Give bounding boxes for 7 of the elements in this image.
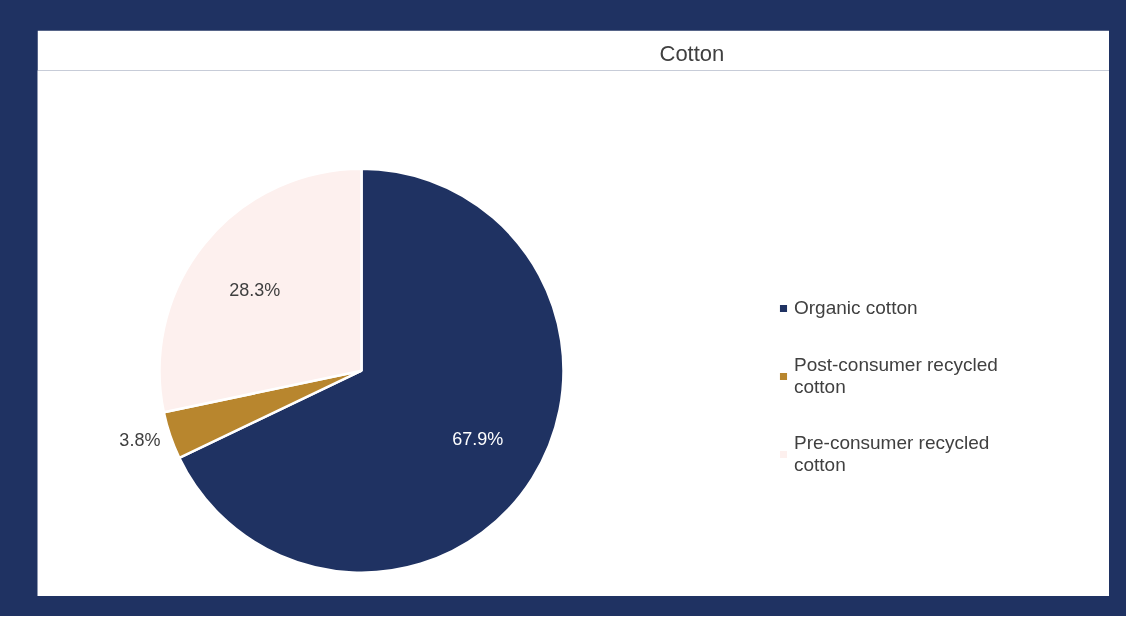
legend-label: Pre-consumer recycled cotton xyxy=(794,432,990,476)
data-label: 3.8% xyxy=(119,430,161,451)
legend-label: Organic cotton xyxy=(794,296,918,320)
chart-title: Cotton xyxy=(659,40,725,66)
data-label: 28.3% xyxy=(229,280,281,301)
legend-label: Post-consumer recycled cotton xyxy=(794,354,998,398)
data-label: 67.9% xyxy=(452,428,504,449)
